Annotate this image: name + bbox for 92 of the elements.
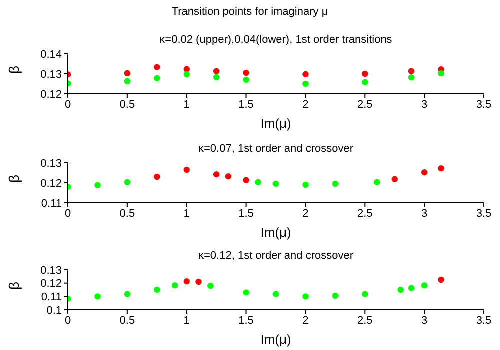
point (332, 180, 339, 188)
point (196, 278, 202, 286)
point (398, 286, 404, 294)
point (184, 278, 190, 285)
y-axis-title: β (6, 282, 22, 290)
chart-subtitle: κ=0.02 (upper),0.04(lower), 1st order transitions (158, 33, 394, 48)
point (362, 291, 368, 298)
point (225, 174, 232, 180)
x-tick-label: 1 (184, 208, 190, 220)
point (124, 179, 131, 186)
point (154, 64, 160, 70)
chart-title: κ=0.12, 1st order and crossover (198, 249, 354, 264)
x-tick-label: 0 (64, 208, 72, 220)
point (243, 70, 250, 76)
x-tick-label: 3 (422, 98, 428, 111)
x-tick-label: 1.5 (238, 208, 254, 220)
point (374, 179, 380, 186)
y-tick-label: 0.14 (40, 48, 62, 61)
point (421, 170, 428, 176)
x-axis-title: Im(μ) (260, 116, 292, 131)
x-tick-label: 1 (184, 98, 190, 111)
point (124, 70, 131, 76)
point (154, 286, 160, 294)
point (408, 285, 415, 292)
x-tick-label: 0 (64, 98, 72, 111)
y-tick-label: 0.11 (41, 292, 62, 304)
point (213, 74, 220, 80)
point (243, 76, 250, 84)
point (94, 182, 101, 188)
x-tick-label: 2.5 (357, 208, 373, 220)
y-axis-title: β (6, 66, 22, 74)
x-tick-label: 1 (184, 314, 190, 327)
point (124, 291, 131, 298)
point (332, 292, 339, 300)
point (302, 182, 309, 188)
point (154, 174, 160, 180)
y-axis-title: β (6, 174, 22, 183)
point (362, 70, 368, 78)
chart-title: Transition points for imaginary μ (170, 5, 330, 20)
y-tick-label: 0.12 (40, 88, 62, 101)
y-tick-label: 0.13 (40, 264, 62, 277)
y-tick-label: 0.12 (40, 178, 62, 190)
point (272, 180, 280, 188)
point (421, 282, 428, 289)
chart-title: κ=0.07, 1st order and crossover (198, 142, 354, 157)
y-tick-label: 0.11 (41, 198, 62, 210)
x-axis-title: Im(μ) (260, 332, 292, 347)
point (124, 78, 131, 84)
point (302, 294, 309, 300)
x-tick-label: 3.5 (476, 208, 492, 220)
y-tick-label: 0.1 (46, 304, 62, 317)
point (255, 179, 262, 186)
x-tick-label: 2.5 (357, 98, 373, 111)
point (172, 282, 178, 289)
point (272, 291, 280, 298)
x-tick-label: 0.5 (120, 98, 136, 111)
x-tick-label: 1.5 (238, 98, 254, 111)
x-tick-label: 0.5 (120, 314, 136, 327)
point (408, 68, 415, 74)
point (392, 176, 398, 182)
x-tick-label: 1.5 (238, 314, 254, 327)
point (243, 177, 250, 184)
point (438, 276, 444, 284)
point (213, 68, 220, 74)
y-tick-label: 0.13 (40, 158, 62, 170)
point (438, 166, 444, 172)
x-axis-title: Im(μ) (260, 225, 292, 240)
point (184, 166, 190, 174)
point (208, 282, 214, 290)
point (184, 72, 190, 78)
point (243, 290, 250, 296)
x-tick-label: 2 (302, 98, 309, 111)
x-tick-label: 2 (302, 208, 309, 220)
y-tick-label: 0.13 (40, 68, 62, 81)
point (408, 74, 415, 81)
x-tick-label: 0.5 (120, 208, 136, 220)
x-tick-label: 3.5 (476, 98, 492, 111)
x-tick-label: 0 (64, 314, 72, 327)
point (362, 79, 368, 86)
point (154, 75, 160, 82)
point (213, 172, 220, 178)
x-tick-label: 3 (422, 208, 428, 220)
point (184, 66, 190, 72)
x-tick-label: 2.5 (357, 314, 373, 327)
point (438, 70, 444, 77)
point (94, 294, 101, 300)
x-tick-label: 2 (302, 314, 309, 327)
point (302, 71, 309, 78)
x-tick-label: 3.5 (476, 314, 492, 327)
x-tick-label: 3 (422, 314, 428, 327)
y-tick-label: 0.12 (40, 278, 62, 290)
point (302, 80, 309, 88)
